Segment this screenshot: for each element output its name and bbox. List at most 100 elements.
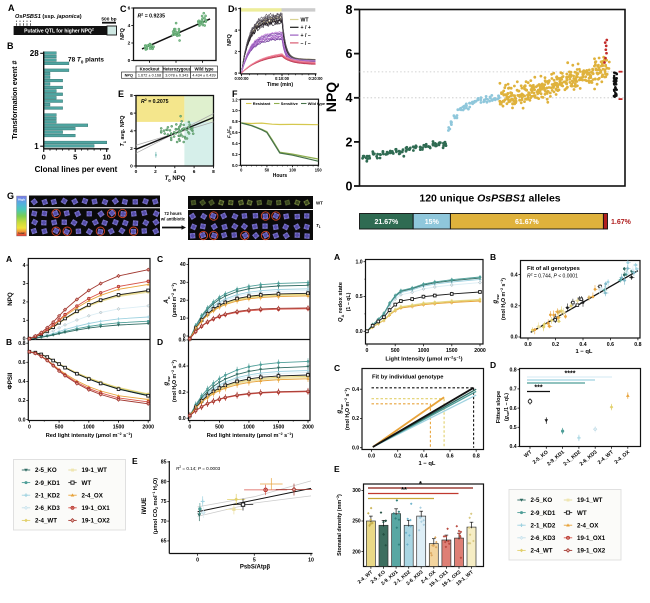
svg-text:10: 10 xyxy=(180,316,186,322)
svg-text:1 − qL: 1 − qL xyxy=(419,461,436,467)
svg-text:A: A xyxy=(8,3,15,13)
svg-text:(μmol CO2 mol−1 H2O): (μmol CO2 mol−1 H2O) xyxy=(152,478,159,534)
svg-text:2: 2 xyxy=(128,41,131,47)
svg-text:500: 500 xyxy=(215,425,224,431)
svg-text:50: 50 xyxy=(265,167,270,172)
svg-text:30: 30 xyxy=(180,280,186,286)
svg-text:8: 8 xyxy=(346,3,353,17)
svg-text:C: C xyxy=(120,4,127,14)
svg-text:0.6: 0.6 xyxy=(178,338,185,344)
svg-text:Low: Low xyxy=(19,231,26,235)
svg-text:*: * xyxy=(419,479,422,488)
svg-text:ΦPSII: ΦPSII xyxy=(7,372,14,389)
svg-text:0.6: 0.6 xyxy=(18,360,25,366)
svg-text:(1 − qL): (1 − qL) xyxy=(346,292,352,311)
svg-text:OsPSBS1 (ssp. japonica): OsPSBS1 (ssp. japonica) xyxy=(15,14,82,20)
svg-text:***: *** xyxy=(534,385,542,392)
svg-text:72 hours: 72 hours xyxy=(164,211,182,216)
svg-text:1.2: 1.2 xyxy=(232,97,238,102)
svg-text:0: 0 xyxy=(183,334,186,340)
svg-text:Red light intensity (μmol m−2: Red light intensity (μmol m−2 s−1) xyxy=(46,432,133,439)
svg-text:0.6: 0.6 xyxy=(446,454,453,460)
svg-text:0: 0 xyxy=(42,152,46,161)
svg-text:78 T0 plants: 78 T0 plants xyxy=(68,57,104,65)
svg-text:(mol H2O m−2 s−1): (mol H2O m−2 s−1) xyxy=(500,278,507,320)
svg-text:2: 2 xyxy=(130,146,133,152)
svg-text:2-5_KO: 2-5_KO xyxy=(35,467,57,474)
svg-text:Fitted slope: Fitted slope xyxy=(496,390,502,423)
svg-text:15%: 15% xyxy=(425,219,440,226)
svg-text:8: 8 xyxy=(212,169,215,175)
svg-text:0.2: 0.2 xyxy=(178,390,185,396)
svg-text:2000: 2000 xyxy=(302,425,314,431)
svg-text:*: * xyxy=(16,20,18,24)
svg-text:19-1_OX1: 19-1_OX1 xyxy=(577,535,606,542)
svg-text:D: D xyxy=(490,360,496,370)
svg-text:Heterozygous: Heterozygous xyxy=(163,66,192,71)
svg-text:C: C xyxy=(334,363,340,373)
svg-text:R2 = 0.14; P = 0.0003: R2 = 0.14; P = 0.0003 xyxy=(176,465,221,471)
svg-text:2-4_OX: 2-4_OX xyxy=(577,522,599,529)
svg-text:4: 4 xyxy=(128,23,131,29)
svg-text:6: 6 xyxy=(128,6,131,12)
svg-text:0.4: 0.4 xyxy=(178,364,185,370)
svg-text:1.0: 1.0 xyxy=(232,108,238,113)
svg-text:R2 = 0.9235: R2 = 0.9235 xyxy=(138,13,166,20)
svg-text:85: 85 xyxy=(161,460,167,466)
svg-text:4: 4 xyxy=(173,169,176,175)
svg-text:Sensitive: Sensitive xyxy=(281,101,299,106)
svg-text:0.6: 0.6 xyxy=(509,406,516,412)
svg-text:1: 1 xyxy=(34,142,39,151)
svg-text:0.6: 0.6 xyxy=(232,130,238,135)
svg-text:19-1_WT: 19-1_WT xyxy=(82,467,108,474)
svg-text:0.2: 0.2 xyxy=(232,152,238,157)
svg-text:Fit by individual genotype: Fit by individual genotype xyxy=(372,375,444,381)
svg-text:0.6: 0.6 xyxy=(607,342,614,348)
svg-text:G: G xyxy=(7,191,14,201)
svg-text:R2 = 0.2075: R2 = 0.2075 xyxy=(141,98,169,105)
svg-text:Hours: Hours xyxy=(273,173,288,179)
svg-text:w/ antibiotic: w/ antibiotic xyxy=(160,216,186,221)
svg-text:B: B xyxy=(490,252,496,262)
svg-text:An: An xyxy=(163,296,171,304)
svg-text:(gsw/1 − qL): (gsw/1 − qL) xyxy=(504,393,510,421)
svg-text:2-9_KD1: 2-9_KD1 xyxy=(35,480,60,487)
svg-text:3: 3 xyxy=(23,281,26,287)
svg-text:0: 0 xyxy=(135,169,138,175)
svg-text:2: 2 xyxy=(346,135,353,149)
svg-text:WT: WT xyxy=(82,480,92,487)
svg-text:Fv/Fm: Fv/Fm xyxy=(226,126,232,138)
svg-text:Resistant: Resistant xyxy=(253,101,271,106)
svg-text:0: 0 xyxy=(346,179,353,193)
svg-text:Stomatal density (mm−2): Stomatal density (mm−2) xyxy=(336,494,343,556)
svg-text:500: 500 xyxy=(391,348,400,354)
svg-text:0.2: 0.2 xyxy=(510,304,517,310)
svg-text:0: 0 xyxy=(366,348,369,354)
svg-text:+ / +: + / + xyxy=(301,25,311,31)
svg-text:D: D xyxy=(228,4,235,14)
svg-text:NPQ: NPQ xyxy=(323,82,339,112)
svg-text:– / –: – / – xyxy=(301,41,311,47)
svg-text:70: 70 xyxy=(161,519,167,525)
svg-text:6: 6 xyxy=(130,111,133,117)
svg-text:500 bp: 500 bp xyxy=(101,17,116,23)
svg-text:R2 = 0.744, P < 0.0001: R2 = 0.744, P < 0.0001 xyxy=(527,273,578,280)
svg-text:1500: 1500 xyxy=(113,425,125,431)
svg-text:1000: 1000 xyxy=(83,425,95,431)
svg-text:3.078 ± 0.343: 3.078 ± 0.343 xyxy=(165,74,188,78)
svg-text:0.8: 0.8 xyxy=(232,119,238,124)
svg-text:19-1_OX1: 19-1_OX1 xyxy=(82,505,111,512)
svg-text:2: 2 xyxy=(23,300,26,306)
svg-text:T1 avg. NPQ: T1 avg. NPQ xyxy=(120,116,127,147)
svg-text:0.2: 0.2 xyxy=(18,398,25,404)
svg-text:WT: WT xyxy=(316,201,323,206)
svg-text:PsbS/Atpβ: PsbS/Atpβ xyxy=(240,565,271,571)
svg-text:iWUE: iWUE xyxy=(141,497,148,514)
svg-text:gsw: gsw xyxy=(163,376,171,387)
svg-text:5: 5 xyxy=(73,152,77,161)
svg-text:2-1_KD2: 2-1_KD2 xyxy=(35,492,60,499)
svg-text:NPQ: NPQ xyxy=(227,34,233,46)
svg-text:4: 4 xyxy=(130,129,133,135)
svg-text:*: * xyxy=(26,20,28,24)
svg-text:1.67%: 1.67% xyxy=(611,219,632,226)
